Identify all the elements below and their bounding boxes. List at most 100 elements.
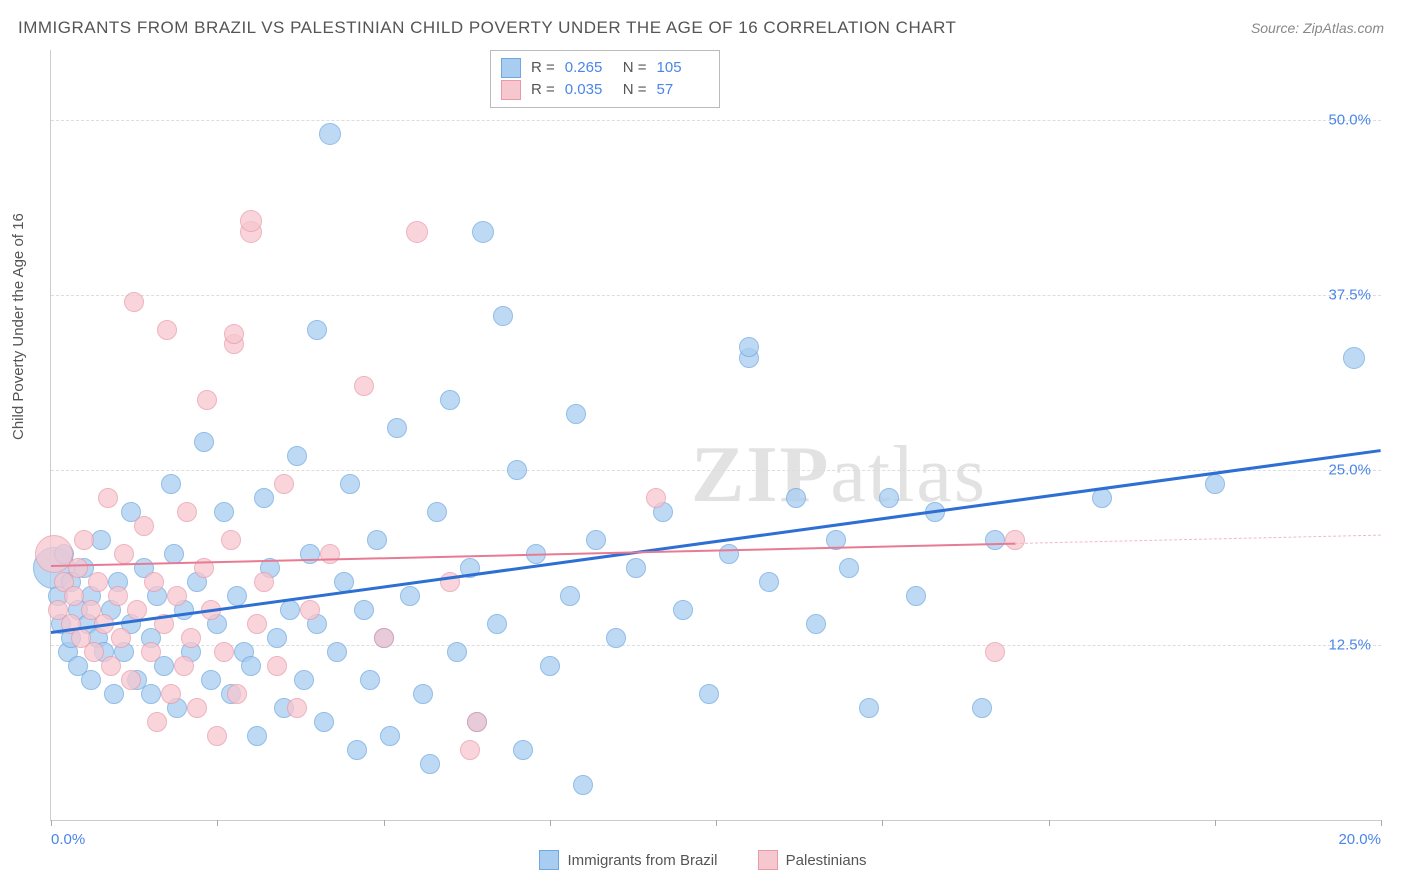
data-point-brazil [327, 642, 347, 662]
data-point-brazil [387, 418, 407, 438]
chart-title: IMMIGRANTS FROM BRAZIL VS PALESTINIAN CH… [18, 18, 956, 38]
legend-row-brazil: R = 0.265 N = 105 [501, 57, 705, 79]
data-point-palestinians [74, 530, 94, 550]
data-point-brazil [347, 740, 367, 760]
data-point-palestinians [84, 642, 104, 662]
data-point-brazil [985, 530, 1005, 550]
data-point-brazil [413, 684, 433, 704]
data-point-palestinians [267, 656, 287, 676]
data-point-brazil [227, 586, 247, 606]
data-point-palestinians [254, 572, 274, 592]
legend-item-palestinians: Palestinians [758, 850, 867, 870]
x-tick [51, 820, 52, 826]
data-point-palestinians [141, 642, 161, 662]
data-point-palestinians [197, 390, 217, 410]
gridline [51, 120, 1381, 121]
y-axis-label: Child Poverty Under the Age of 16 [10, 213, 27, 440]
source-citation: Source: ZipAtlas.com [1251, 20, 1384, 36]
data-point-palestinians [147, 712, 167, 732]
y-tick-label: 50.0% [1328, 112, 1371, 129]
data-point-palestinians [1005, 530, 1025, 550]
data-point-palestinians [221, 530, 241, 550]
data-point-brazil [319, 123, 341, 145]
data-point-palestinians [68, 558, 88, 578]
gridline [51, 295, 1381, 296]
data-point-brazil [267, 628, 287, 648]
data-point-palestinians [127, 600, 147, 620]
data-point-brazil [566, 404, 586, 424]
data-point-brazil [673, 600, 693, 620]
data-point-palestinians [108, 586, 128, 606]
data-point-palestinians [320, 544, 340, 564]
data-point-brazil [440, 390, 460, 410]
data-point-brazil [626, 558, 646, 578]
y-tick-label: 12.5% [1328, 637, 1371, 654]
data-point-palestinians [207, 726, 227, 746]
data-point-brazil [194, 432, 214, 452]
data-point-brazil [447, 642, 467, 662]
data-point-brazil [493, 306, 513, 326]
data-point-brazil [400, 586, 420, 606]
data-point-palestinians [287, 698, 307, 718]
data-point-palestinians [214, 642, 234, 662]
data-point-brazil [1343, 347, 1365, 369]
x-tick [716, 820, 717, 826]
data-point-palestinians [98, 488, 118, 508]
data-point-palestinians [646, 488, 666, 508]
data-point-brazil [280, 600, 300, 620]
x-tick [384, 820, 385, 826]
data-point-palestinians [161, 684, 181, 704]
swatch-palestinians [501, 80, 521, 100]
data-point-brazil [540, 656, 560, 676]
data-point-brazil [859, 698, 879, 718]
data-point-brazil [586, 530, 606, 550]
data-point-palestinians [177, 502, 197, 522]
data-point-palestinians [460, 740, 480, 760]
data-point-palestinians [167, 586, 187, 606]
data-point-brazil [241, 656, 261, 676]
data-point-brazil [360, 670, 380, 690]
x-tick-label: 20.0% [1338, 831, 1381, 848]
data-point-brazil [759, 572, 779, 592]
x-tick [217, 820, 218, 826]
swatch-brazil-icon [539, 850, 559, 870]
series-legend: Immigrants from Brazil Palestinians [0, 850, 1406, 874]
trend-line [1015, 534, 1381, 543]
data-point-brazil [427, 502, 447, 522]
data-point-brazil [367, 530, 387, 550]
data-point-palestinians [124, 292, 144, 312]
data-point-palestinians [985, 642, 1005, 662]
data-point-palestinians [247, 614, 267, 634]
correlation-legend: R = 0.265 N = 105 R = 0.035 N = 57 [490, 50, 720, 108]
data-point-palestinians [240, 210, 262, 232]
swatch-palestinians-icon [758, 850, 778, 870]
data-point-brazil [472, 221, 494, 243]
data-point-brazil [1205, 474, 1225, 494]
legend-item-brazil: Immigrants from Brazil [539, 850, 717, 870]
data-point-palestinians [101, 656, 121, 676]
data-point-brazil [380, 726, 400, 746]
data-point-brazil [307, 320, 327, 340]
data-point-brazil [104, 684, 124, 704]
data-point-brazil [294, 670, 314, 690]
data-point-brazil [839, 558, 859, 578]
data-point-palestinians [354, 376, 374, 396]
x-tick [1215, 820, 1216, 826]
data-point-palestinians [227, 684, 247, 704]
data-point-brazil [719, 544, 739, 564]
data-point-palestinians [64, 586, 84, 606]
data-point-brazil [513, 740, 533, 760]
x-tick [1049, 820, 1050, 826]
data-point-brazil [287, 446, 307, 466]
swatch-brazil [501, 58, 521, 78]
data-point-palestinians [274, 474, 294, 494]
data-point-brazil [354, 600, 374, 620]
data-point-brazil [699, 684, 719, 704]
data-point-brazil [81, 670, 101, 690]
legend-row-palestinians: R = 0.035 N = 57 [501, 79, 705, 101]
data-point-brazil [786, 488, 806, 508]
data-point-brazil [161, 474, 181, 494]
data-point-palestinians [187, 698, 207, 718]
data-point-brazil [487, 614, 507, 634]
data-point-palestinians [300, 600, 320, 620]
